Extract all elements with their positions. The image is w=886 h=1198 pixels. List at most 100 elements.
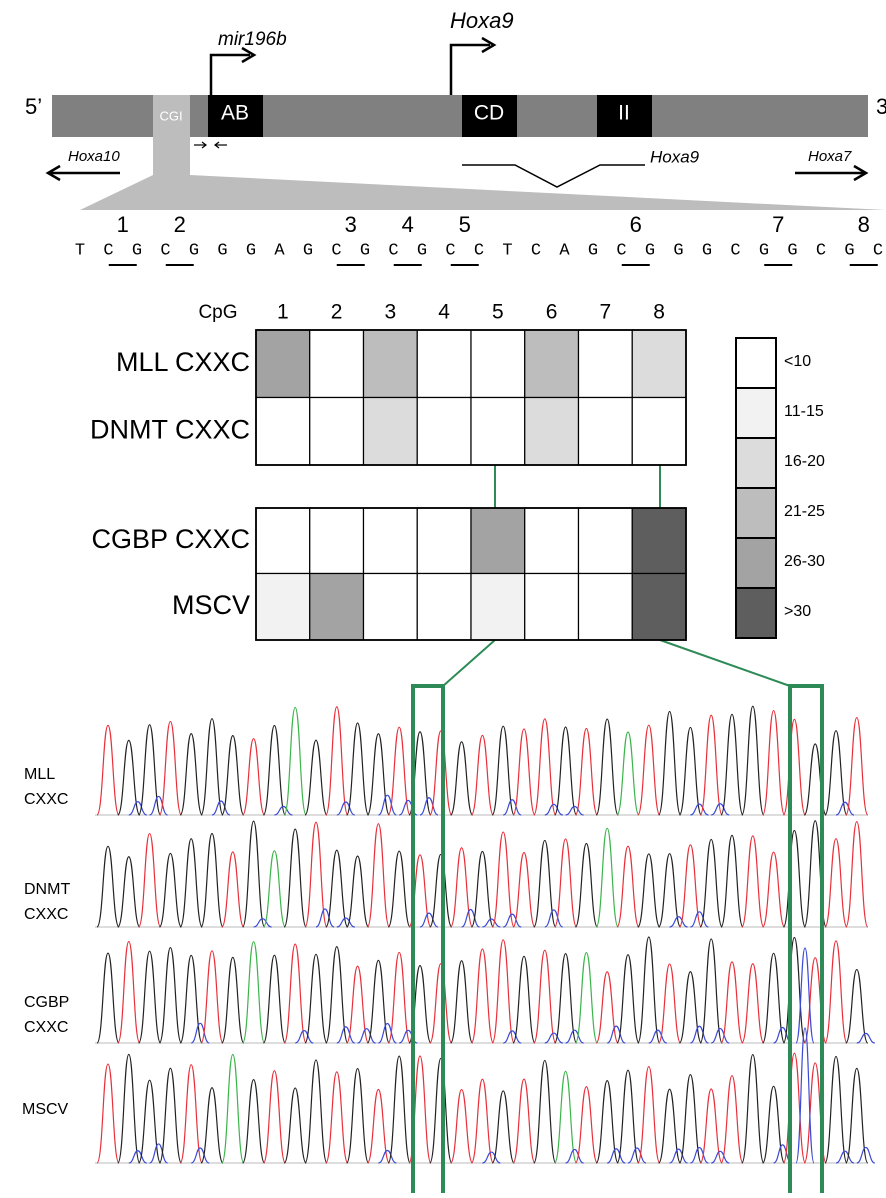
cpg-number: 6 — [630, 212, 642, 237]
trace — [97, 1028, 875, 1163]
peak — [118, 857, 140, 927]
heat-cell — [471, 508, 525, 574]
base: C — [730, 241, 740, 260]
peak — [721, 962, 743, 1043]
peak — [180, 734, 202, 815]
peak — [783, 938, 805, 1043]
base: G — [417, 241, 427, 260]
base: C — [445, 241, 455, 260]
zoom-wedge — [80, 137, 886, 210]
peak — [471, 949, 493, 1043]
peak — [659, 854, 681, 927]
peak — [305, 954, 327, 1043]
peak — [534, 950, 556, 1043]
peak — [596, 972, 618, 1043]
base: C — [331, 241, 341, 260]
legend-label: <10 — [784, 353, 811, 370]
cgi-label: CGI — [159, 108, 182, 123]
peak — [679, 845, 701, 927]
peak — [534, 1060, 556, 1163]
sample-label: CXXC — [24, 906, 68, 923]
base: C — [103, 241, 113, 260]
heat-cell — [525, 398, 579, 466]
heat-cell — [364, 398, 418, 466]
peak — [783, 719, 805, 815]
peak — [159, 1068, 181, 1163]
peak — [347, 856, 369, 927]
peak — [347, 966, 369, 1043]
peak — [388, 1056, 410, 1163]
base: G — [132, 241, 142, 260]
peak — [367, 734, 389, 815]
peak — [201, 719, 223, 815]
three-prime: 3’ — [876, 94, 886, 119]
peak — [659, 711, 681, 815]
legend-swatch — [736, 488, 776, 538]
peak — [159, 853, 181, 927]
peak — [638, 937, 660, 1043]
peak — [679, 1075, 701, 1163]
peak — [263, 1071, 285, 1163]
peak — [305, 822, 327, 927]
heat-cell — [471, 398, 525, 466]
peak — [367, 960, 389, 1043]
peak — [471, 852, 493, 927]
base: T — [75, 241, 85, 260]
cpg-number: 2 — [174, 212, 186, 237]
peak — [596, 1081, 618, 1163]
trace — [97, 937, 875, 1043]
base: G — [360, 241, 370, 260]
row-label: CGBP CXXC — [91, 524, 250, 554]
peak — [638, 1067, 660, 1163]
base: G — [217, 241, 227, 260]
peak — [118, 1054, 140, 1163]
peak — [534, 719, 556, 815]
peak — [742, 1055, 764, 1163]
peak — [222, 957, 244, 1043]
heat-cell — [310, 398, 364, 466]
peak — [118, 740, 140, 815]
peak — [284, 707, 306, 815]
peak — [243, 739, 265, 815]
trace — [97, 821, 868, 927]
heat-cell — [525, 574, 579, 641]
peak — [596, 719, 618, 815]
cpg-number: 8 — [858, 212, 870, 237]
heat-cell — [632, 508, 686, 574]
peak — [679, 727, 701, 815]
peak — [263, 955, 285, 1043]
gene-label: Hoxa9 — [450, 8, 514, 33]
peak — [97, 953, 119, 1043]
peak — [451, 848, 473, 927]
base: C — [616, 241, 626, 260]
heat-cell — [364, 330, 418, 398]
peak — [555, 727, 577, 815]
column-label: 1 — [277, 301, 289, 324]
peak — [159, 721, 181, 815]
heat-cell — [579, 398, 633, 466]
column-label: 8 — [653, 301, 665, 324]
peak — [555, 839, 577, 927]
peak — [721, 1076, 743, 1163]
peak — [742, 836, 764, 927]
peak — [451, 742, 473, 815]
peak — [118, 942, 140, 1043]
peak — [534, 840, 556, 927]
peak — [763, 711, 785, 815]
peak — [700, 715, 722, 815]
peak — [513, 956, 535, 1043]
peak — [222, 852, 244, 927]
heat-cell — [417, 508, 471, 574]
peak — [243, 1080, 265, 1163]
heat-cell — [632, 398, 686, 466]
peak — [284, 829, 306, 927]
peak — [659, 964, 681, 1043]
base: G — [673, 241, 683, 260]
cpg-number: 5 — [459, 212, 471, 237]
heat-cell — [256, 508, 310, 574]
peak — [243, 821, 265, 927]
heat-cell — [579, 574, 633, 641]
peak — [139, 834, 161, 927]
peak — [659, 1089, 681, 1163]
peak — [825, 1056, 847, 1163]
